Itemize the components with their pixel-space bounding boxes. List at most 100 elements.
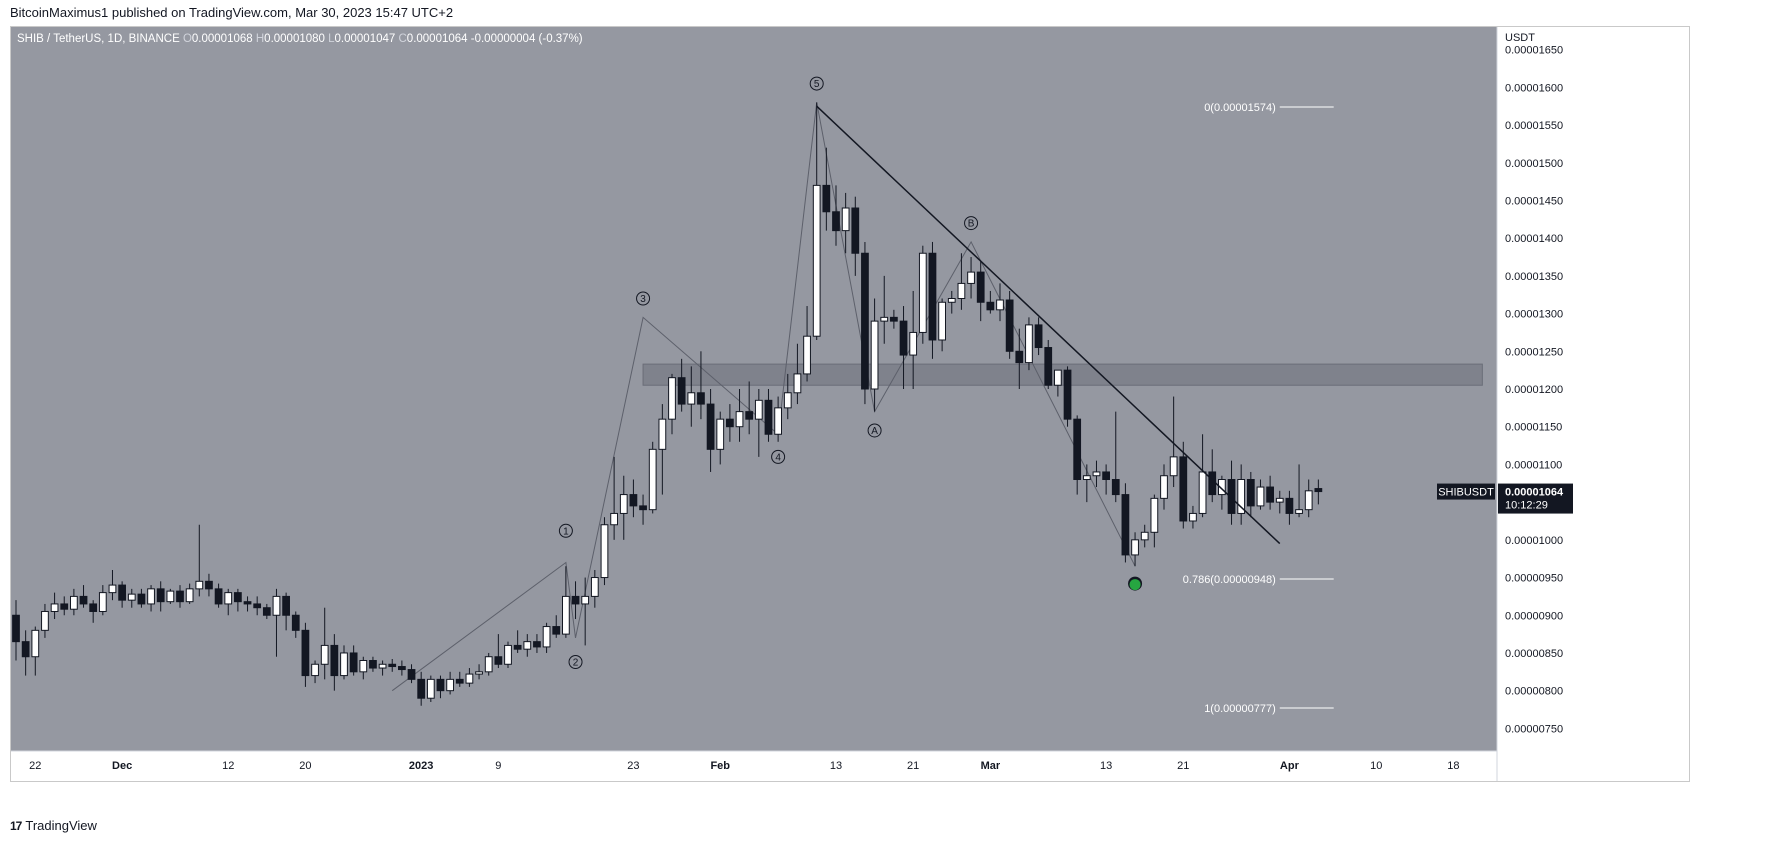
price-tick-label: 0.00001100 xyxy=(1505,459,1562,471)
bear-candle xyxy=(764,389,773,442)
candle-body xyxy=(783,392,792,409)
candle-body xyxy=(234,592,242,603)
candle-body xyxy=(735,411,744,428)
price-tick-label: 0.00000850 xyxy=(1505,648,1563,660)
bull-candle xyxy=(967,257,975,299)
price-tick-label: 0.00001200 xyxy=(1505,384,1563,396)
wave-label-3: 3 xyxy=(640,294,646,305)
bull-candle xyxy=(446,671,454,695)
tradingview-footer[interactable]: 17 TradingView xyxy=(10,818,97,833)
bear-candle xyxy=(262,603,271,620)
candle-body xyxy=(1150,497,1159,533)
candle-body xyxy=(484,656,493,673)
candle-body xyxy=(436,678,445,692)
ohlc-legend: SHIB / TetherUS, 1D, BINANCE O0.00001068… xyxy=(17,33,583,45)
price-tick-label: 0.00001500 xyxy=(1505,158,1563,170)
candle-countdown: 10:12:29 xyxy=(1505,500,1548,512)
candle-body xyxy=(610,512,618,526)
price-tick-label: 0.00001550 xyxy=(1505,120,1563,132)
bear-candle xyxy=(253,596,262,616)
candle-body xyxy=(629,494,638,507)
bull-candle xyxy=(812,102,821,340)
candle-body xyxy=(716,418,725,450)
candle-body xyxy=(349,652,358,673)
wave-label-5: 5 xyxy=(814,79,820,90)
bear-candle xyxy=(349,645,358,676)
bear-candle xyxy=(890,309,898,329)
bull-candle xyxy=(918,245,927,344)
candle-body xyxy=(1063,369,1072,420)
candle-body xyxy=(1227,479,1236,514)
bull-candle xyxy=(147,585,155,612)
bull-candle xyxy=(600,517,609,586)
candle-body xyxy=(1102,471,1110,481)
candle-body xyxy=(301,629,310,677)
candle-body xyxy=(272,595,281,616)
bear-candle xyxy=(118,581,126,608)
bull-candle xyxy=(870,298,879,412)
bear-candle xyxy=(369,656,377,672)
candle-body xyxy=(41,610,49,631)
bull-candle xyxy=(581,577,590,646)
candle-body xyxy=(1179,456,1188,522)
time-tick-label: 13 xyxy=(830,760,842,772)
candle-body xyxy=(262,607,271,616)
wave-label-circle xyxy=(636,291,651,306)
wave-label-circle xyxy=(558,523,573,538)
candle-body xyxy=(156,588,165,603)
bull-candle xyxy=(1295,464,1303,518)
bear-candle xyxy=(697,351,705,420)
candle-body xyxy=(137,593,146,605)
bull-candle xyxy=(783,373,792,420)
candle-body xyxy=(253,603,262,609)
candle-body xyxy=(1295,509,1303,514)
price-axis-currency: USDT xyxy=(1505,32,1535,44)
candle-body xyxy=(513,644,522,650)
candle-body xyxy=(1082,475,1091,480)
bull-candle xyxy=(70,588,78,616)
price-tick-label: 0.00001450 xyxy=(1505,195,1563,207)
time-tick-label: 12 xyxy=(222,760,234,772)
candle-body xyxy=(1189,512,1197,522)
wave-label-1: 1 xyxy=(563,526,569,537)
bear-candle xyxy=(21,630,30,676)
fib-level-label: 0(0.00001574) xyxy=(1204,102,1276,114)
fib-level-label: 0.786(0.00000948) xyxy=(1183,574,1276,586)
last-price-value: 0.00001064 xyxy=(1505,487,1564,499)
chart-container[interactable]: 0(0.00001574) 0.786(0.00000948) 1(0.000007… xyxy=(10,26,1690,782)
bull-candle xyxy=(1082,464,1091,503)
price-chart[interactable]: 0(0.00001574) 0.786(0.00000948) 1(0.000007… xyxy=(11,27,1689,781)
candle-body xyxy=(398,666,406,671)
bull-candle xyxy=(340,645,348,680)
candle-body xyxy=(890,316,898,322)
candle-body xyxy=(1198,471,1207,514)
bear-candle xyxy=(1121,483,1130,563)
bull-candle xyxy=(50,592,59,620)
bear-candle xyxy=(851,196,860,276)
bear-candle xyxy=(1063,366,1072,427)
bull-candle xyxy=(1054,369,1062,397)
bear-candle xyxy=(1314,479,1323,505)
bear-candle xyxy=(976,260,985,322)
price-tick-label: 0.00001600 xyxy=(1505,82,1563,94)
candle-body xyxy=(369,660,377,669)
bear-candle xyxy=(677,358,686,412)
tradingview-logo-icon: 17 xyxy=(10,818,22,833)
candle-body xyxy=(639,505,647,511)
bear-candle xyxy=(282,592,290,631)
bull-candle xyxy=(590,570,599,608)
candle-body xyxy=(533,641,541,648)
bull-candle xyxy=(359,656,368,680)
bear-candle xyxy=(214,583,223,608)
bull-candle xyxy=(98,585,107,616)
bull-candle xyxy=(1256,479,1265,510)
candle-body xyxy=(938,301,946,341)
time-tick-label: 21 xyxy=(907,760,919,772)
candle-body xyxy=(1054,369,1062,386)
price-tick-label: 0.00001400 xyxy=(1505,233,1563,245)
candle-body xyxy=(1005,299,1014,352)
candle-body xyxy=(706,403,715,450)
time-tick-label: 18 xyxy=(1447,760,1459,772)
bear-candle xyxy=(291,611,300,638)
candle-body xyxy=(1256,486,1265,507)
